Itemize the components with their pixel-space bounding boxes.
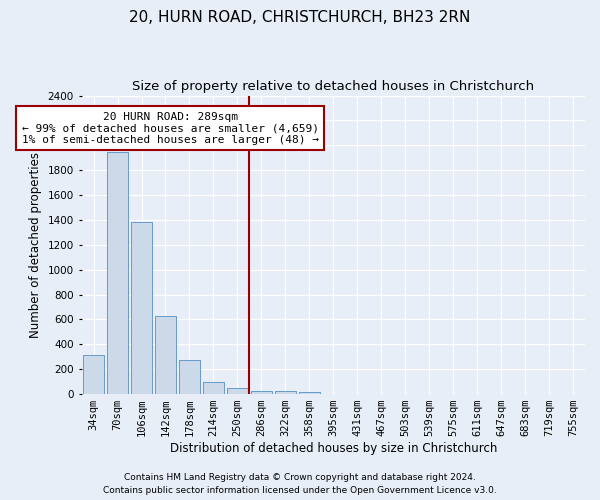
Bar (179, 360, 200, 394)
Text: 20, HURN ROAD, CHRISTCHURCH, BH23 2RN: 20, HURN ROAD, CHRISTCHURCH, BH23 2RN (130, 10, 470, 25)
Text: 20 HURN ROAD: 289sqm
← 99% of detached houses are smaller (4,659)
1% of semi-det: 20 HURN ROAD: 289sqm ← 99% of detached h… (22, 112, 319, 145)
Title: Size of property relative to detached houses in Christchurch: Size of property relative to detached ho… (132, 80, 535, 93)
X-axis label: Distribution of detached houses by size in Christchurch: Distribution of detached houses by size … (170, 442, 497, 455)
Bar (251, 390, 272, 394)
Y-axis label: Number of detached properties: Number of detached properties (29, 152, 42, 338)
Bar (155, 316, 176, 394)
Bar (131, 222, 152, 394)
Bar (203, 382, 224, 394)
Bar (275, 392, 296, 394)
Text: Contains HM Land Registry data © Crown copyright and database right 2024.
Contai: Contains HM Land Registry data © Crown c… (103, 474, 497, 495)
Bar (83, 355, 104, 394)
Bar (107, 152, 128, 394)
Bar (299, 392, 320, 394)
Bar (227, 388, 248, 394)
